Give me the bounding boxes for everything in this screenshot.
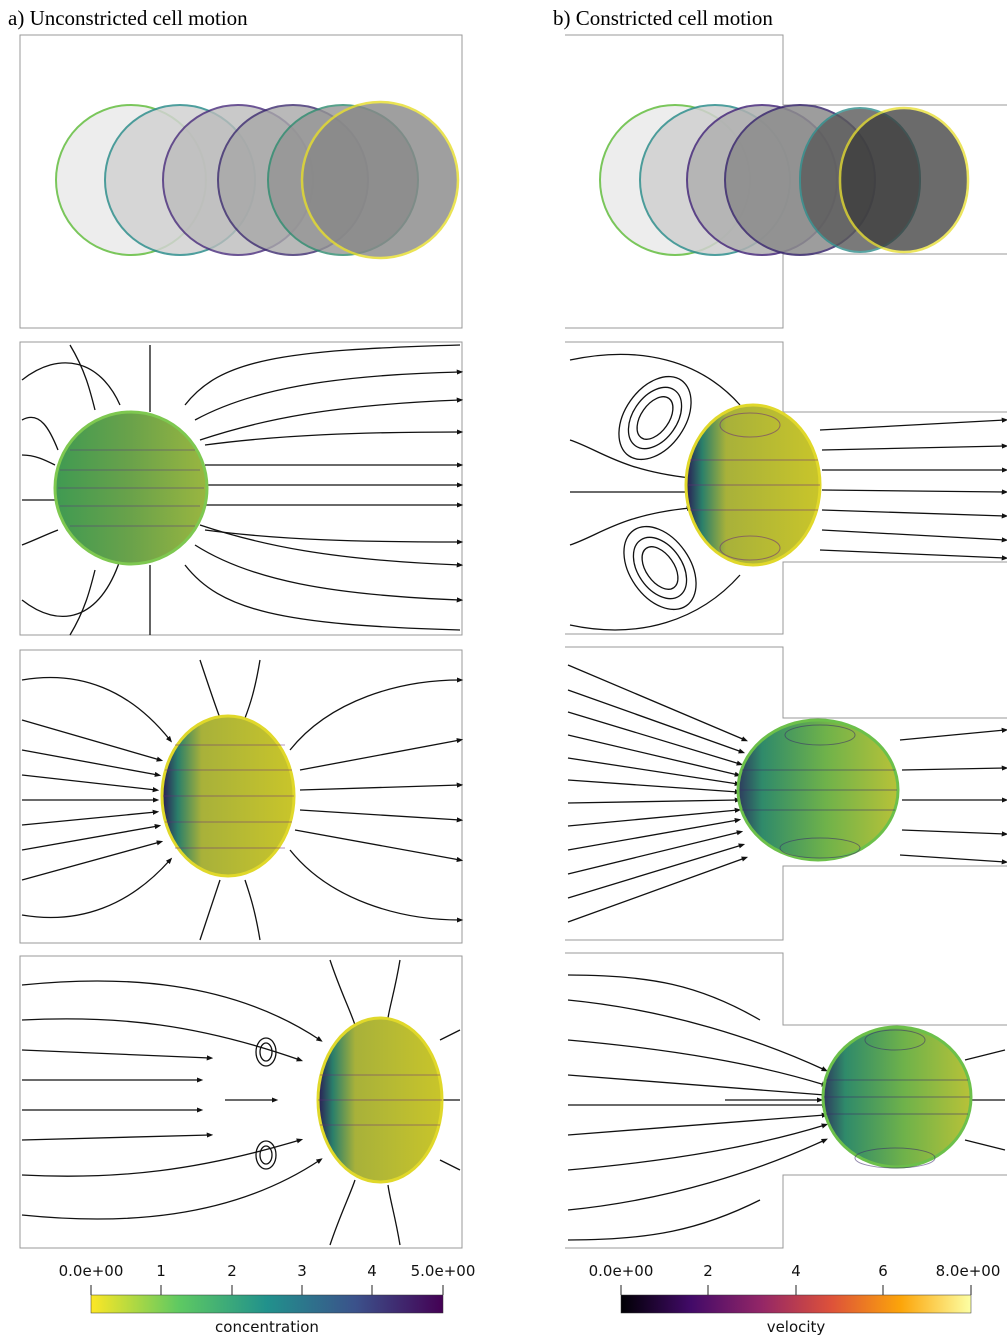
concentration-tick-4: 4: [367, 1262, 377, 1280]
left-cell-3-inner-lines: [318, 1074, 442, 1126]
right-panel-title: b) Constricted cell motion: [553, 6, 773, 30]
left-streamlines-3: [21, 959, 461, 1246]
right-streamlines-3: [567, 974, 1006, 1241]
concentration-tick-0: 0.0e+00: [58, 1262, 124, 1280]
left-cell-1-inner-lines: [58, 449, 204, 527]
right-flow-channel-1: [565, 341, 1007, 635]
right-overlay-cells: [599, 104, 970, 256]
right-streamlines-2: [567, 664, 1007, 923]
left-panel-title: a) Unconstricted cell motion: [8, 6, 248, 30]
right-streamlines-1: [569, 353, 1007, 631]
concentration-tick-2: 2: [227, 1262, 237, 1280]
left-streamlines-1: [21, 344, 464, 636]
left-overlay-cells: [55, 100, 460, 260]
concentration-tick-5: 5.0e+00: [410, 1262, 476, 1280]
velocity-colorbar-title: velocity: [766, 1318, 826, 1336]
velocity-tick-3: 6: [878, 1262, 888, 1280]
velocity-tick-2: 4: [791, 1262, 801, 1280]
concentration-colorbar: [90, 1285, 444, 1314]
left-streamlines-2: [21, 659, 464, 941]
left-cell-2-inner-lines: [163, 744, 294, 849]
concentration-colorbar-title: concentration: [215, 1318, 319, 1336]
right-cell-2-inner-lines: [740, 724, 897, 859]
velocity-tick-4: 8.0e+00: [935, 1262, 1001, 1280]
velocity-colorbar: [620, 1285, 972, 1314]
right-cell-1-inner-lines: [688, 412, 820, 561]
concentration-tick-3: 3: [297, 1262, 307, 1280]
right-flow-channel-3: [565, 952, 1007, 1249]
concentration-tick-1: 1: [156, 1262, 166, 1280]
right-overlay-channel: [565, 34, 1007, 329]
velocity-tick-0: 0.0e+00: [588, 1262, 654, 1280]
right-flow-channel-2: [565, 646, 1007, 941]
right-cell-3-inner-lines: [824, 1029, 970, 1169]
velocity-tick-1: 2: [703, 1262, 713, 1280]
